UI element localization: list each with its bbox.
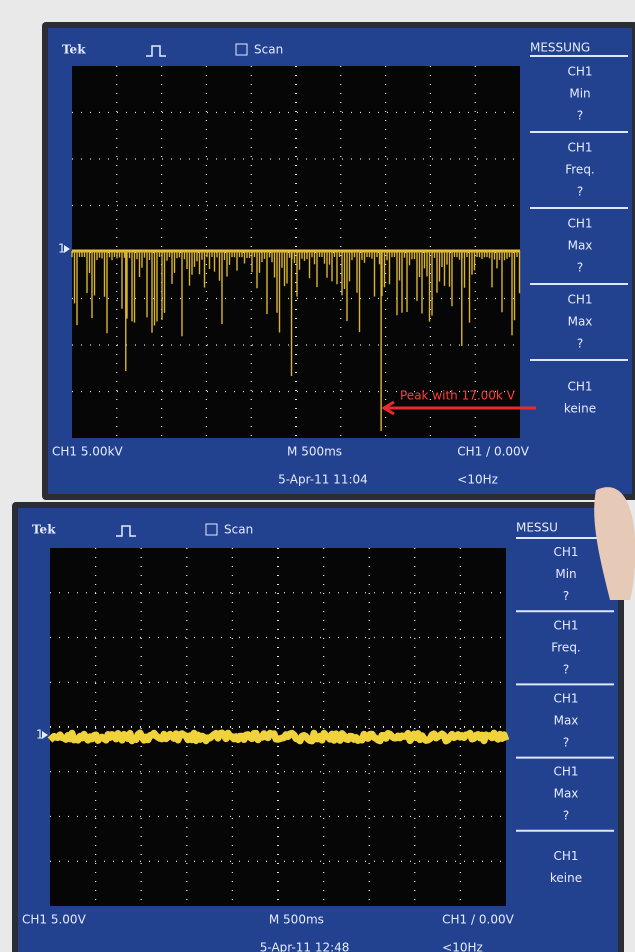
menu-label: CH1 [553,765,578,779]
status-ch: CH1 5.00kV [52,445,124,459]
brand: Tek [32,523,56,537]
menu-title: MESSUNG [530,41,590,55]
brand: Tek [62,43,86,57]
menu-label: keine [550,871,582,885]
status-timebase: M 500ms [269,913,324,927]
menu-label: CH1 [567,65,592,79]
photo: Tek Scan MESSUNG CH1 Min? CH1 Freq.? CH1 Max? CH1… [0,0,635,952]
menu-title: MESSU [516,521,558,535]
menu-label: ? [577,185,583,199]
menu-label: CH1 [553,849,578,863]
menu-label: ? [577,109,583,123]
menu-label: CH1 [567,141,592,155]
menu-label: ? [577,261,583,275]
menu-label: CH1 [553,618,578,632]
menu-label: Freq. [565,163,595,177]
menu-label: CH1 [567,217,592,231]
menu-label: Max [554,787,579,801]
menu-label: ? [577,337,583,351]
annotation: Peak with 17.00k V [400,389,516,403]
menu-label: CH1 [553,692,578,706]
page: Tek Scan MESSUNG CH1 Min? CH1 Freq.? CH1 Max? CH1… [0,0,635,952]
menu-label: Freq. [551,640,581,654]
mode: Scan [254,43,283,57]
menu-label: Min [555,567,576,581]
menu-label: ? [563,809,569,823]
status-timebase: M 500ms [287,445,342,459]
status-date: 5-Apr-11 12:48 [260,941,350,952]
mode: Scan [224,523,253,537]
status-date: 5-Apr-11 11:04 [278,473,368,487]
menu-label: ? [563,589,569,603]
menu-label: Max [568,315,593,329]
menu-label: CH1 [567,293,592,307]
status-trigger: CH1 / 0.00V [457,445,529,459]
status-ch: CH1 5.00V [22,913,87,927]
menu-label: keine [564,402,596,416]
status-freq: <10Hz [457,473,498,487]
menu-label: ? [563,662,569,676]
menu-label: CH1 [567,380,592,394]
menu-label: Min [569,87,590,101]
menu-label: Max [568,239,593,253]
menu-label: CH1 [553,545,578,559]
menu-label: ? [563,736,569,750]
status-trigger: CH1 / 0.00V [442,913,514,927]
menu-label: Max [554,714,579,728]
status-freq: <10Hz [442,941,483,952]
